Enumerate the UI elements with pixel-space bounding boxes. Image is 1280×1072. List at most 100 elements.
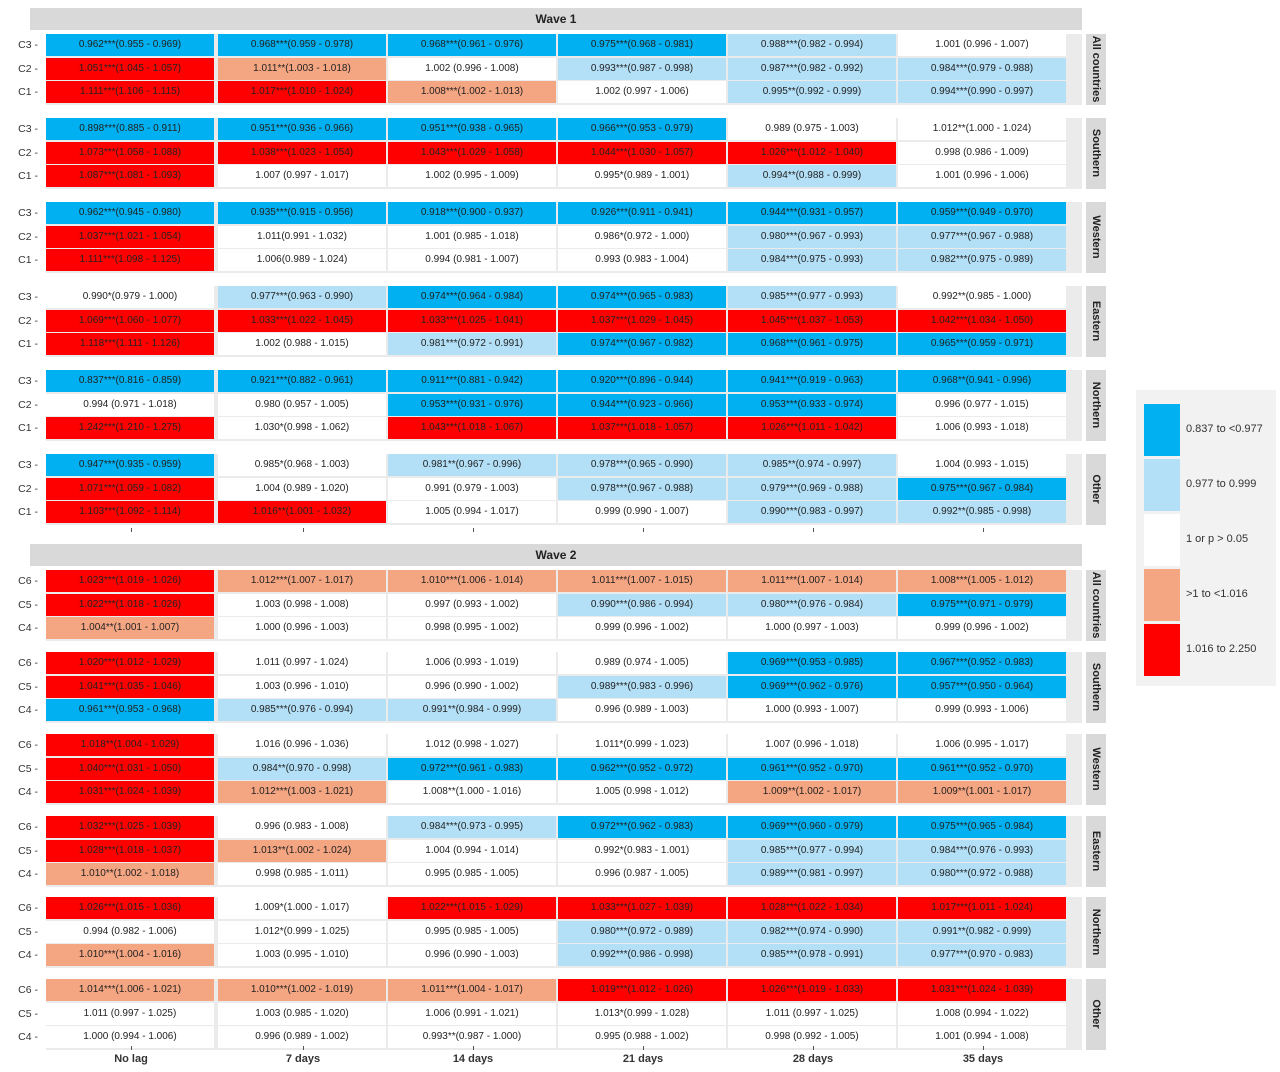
heatmap-cell: 1.011***(1.007 - 1.015) bbox=[558, 570, 726, 592]
heatmap-cell: 0.977***(0.970 - 0.983) bbox=[898, 944, 1066, 967]
heatmap-cell: 1.011**(1.003 - 1.018) bbox=[218, 57, 386, 80]
heatmap-cell: 0.972***(0.961 - 0.983) bbox=[388, 757, 556, 780]
legend-swatch bbox=[1144, 404, 1180, 456]
row-label: C1 - bbox=[18, 86, 38, 99]
row-label: C2 - bbox=[18, 62, 38, 75]
x-axis-label: No lag bbox=[114, 1053, 148, 1065]
heatmap-cell: 0.957***(0.950 - 0.964) bbox=[898, 675, 1066, 698]
heatmap-cell: 0.969***(0.962 - 0.976) bbox=[728, 675, 896, 698]
heatmap-cell: 1.011 (0.997 - 1.025) bbox=[728, 1002, 896, 1025]
heatmap-cell: 1.006 (0.993 - 1.018) bbox=[898, 417, 1066, 440]
region-label: Other bbox=[1090, 999, 1102, 1030]
heatmap-cell: 0.998 (0.985 - 1.011) bbox=[218, 863, 386, 886]
heatmap-cell: 0.984***(0.975 - 0.993) bbox=[728, 249, 896, 272]
region-label: All countries bbox=[1090, 36, 1102, 103]
heatmap-cell: 1.002 (0.995 - 1.009) bbox=[388, 165, 556, 188]
heatmap-cell: 1.007 (0.996 - 1.018) bbox=[728, 734, 896, 756]
heatmap-cell: 0.991 (0.979 - 1.003) bbox=[388, 477, 556, 500]
row-label: C5 - bbox=[18, 1007, 38, 1020]
region-strip: All countries bbox=[1086, 570, 1106, 641]
x-tick-mark bbox=[813, 528, 814, 532]
heatmap-cell: 1.020***(1.012 - 1.029) bbox=[46, 652, 214, 674]
heatmap-cell: 0.975***(0.968 - 0.981) bbox=[558, 34, 726, 56]
heatmap-cell: 1.051***(1.045 - 1.057) bbox=[46, 57, 214, 80]
legend-label: 1.016 to 2.250 bbox=[1186, 643, 1257, 655]
heatmap-cell: 1.012***(1.007 - 1.017) bbox=[218, 570, 386, 592]
region-strip: Southern bbox=[1086, 118, 1106, 189]
heatmap-cell: 0.996 (0.983 - 1.008) bbox=[218, 816, 386, 838]
heatmap-cell: 1.069***(1.060 - 1.077) bbox=[46, 309, 214, 332]
heatmap-cell: 0.944***(0.923 - 0.966) bbox=[558, 393, 726, 416]
legend-label: 0.837 to <0.977 bbox=[1186, 423, 1263, 435]
heatmap-cell: 1.043***(1.018 - 1.067) bbox=[388, 417, 556, 440]
row-label: C3 - bbox=[18, 39, 38, 51]
heatmap-cell: 0.977***(0.967 - 0.988) bbox=[898, 225, 1066, 248]
heatmap-cell: 0.975***(0.967 - 0.984) bbox=[898, 477, 1066, 500]
x-tick-mark bbox=[643, 528, 644, 532]
heatmap-cell: 0.991**(0.984 - 0.999) bbox=[388, 699, 556, 722]
heatmap-cell: 0.995**(0.992 - 0.999) bbox=[728, 81, 896, 104]
heatmap-cell: 0.977***(0.963 - 0.990) bbox=[218, 286, 386, 308]
heatmap-cell: 1.044***(1.030 - 1.057) bbox=[558, 141, 726, 164]
row-label: C5 - bbox=[18, 762, 38, 775]
heatmap-cell: 1.019***(1.012 - 1.026) bbox=[558, 979, 726, 1001]
heatmap-cell: 0.996 (0.990 - 1.003) bbox=[388, 944, 556, 967]
heatmap-cell: 1.022***(1.015 - 1.029) bbox=[388, 897, 556, 919]
heatmap-cell: 0.986*(0.972 - 1.000) bbox=[558, 225, 726, 248]
region-strip: All countries bbox=[1086, 34, 1106, 105]
row-label: C3 - bbox=[18, 459, 38, 471]
heatmap-cell: 0.951***(0.936 - 0.966) bbox=[218, 118, 386, 140]
region-strip: Western bbox=[1086, 734, 1106, 805]
row-label: C2 - bbox=[18, 314, 38, 327]
heatmap-cell: 1.010***(1.006 - 1.014) bbox=[388, 570, 556, 592]
row-label: C4 - bbox=[18, 704, 38, 717]
heatmap-cell: 1.037***(1.029 - 1.045) bbox=[558, 309, 726, 332]
heatmap-cell: 1.004 (0.993 - 1.015) bbox=[898, 454, 1066, 476]
heatmap-cell: 0.980***(0.976 - 0.984) bbox=[728, 593, 896, 616]
row-label: C6 - bbox=[18, 657, 38, 669]
row-label: C6 - bbox=[18, 902, 38, 914]
heatmap-cell: 1.001 (0.994 - 1.008) bbox=[898, 1026, 1066, 1049]
heatmap-cell: 1.002 (0.988 - 1.015) bbox=[218, 333, 386, 356]
heatmap-cell: 1.087***(1.081 - 1.093) bbox=[46, 165, 214, 188]
heatmap-cell: 1.073***(1.058 - 1.088) bbox=[46, 141, 214, 164]
heatmap-cell: 1.023***(1.019 - 1.026) bbox=[46, 570, 214, 592]
heatmap-cell: 1.013*(0.999 - 1.028) bbox=[558, 1002, 726, 1025]
heatmap-cell: 1.011 (0.997 - 1.025) bbox=[46, 1002, 214, 1025]
heatmap-cell: 0.941***(0.919 - 0.963) bbox=[728, 370, 896, 392]
region-strip: Western bbox=[1086, 202, 1106, 273]
heatmap-cell: 1.006(0.989 - 1.024) bbox=[218, 249, 386, 272]
heatmap-cell: 0.920***(0.896 - 0.944) bbox=[558, 370, 726, 392]
heatmap-cell: 1.003 (0.998 - 1.008) bbox=[218, 593, 386, 616]
x-axis-label: 21 days bbox=[622, 1053, 664, 1065]
heatmap-cell: 1.010**(1.002 - 1.018) bbox=[46, 863, 214, 886]
x-tick-mark bbox=[473, 528, 474, 532]
heatmap-cell: 0.990***(0.986 - 0.994) bbox=[558, 593, 726, 616]
heatmap-cell: 0.975***(0.971 - 0.979) bbox=[898, 593, 1066, 616]
legend-label: 0.977 to 0.999 bbox=[1186, 478, 1257, 490]
region-label: Other bbox=[1090, 474, 1102, 505]
heatmap-cell: 1.004**(1.001 - 1.007) bbox=[46, 617, 214, 640]
x-axis-label: 7 days bbox=[285, 1053, 321, 1065]
heatmap-cell: 1.012*(0.999 - 1.025) bbox=[218, 920, 386, 943]
heatmap-cell: 0.974***(0.964 - 0.984) bbox=[388, 286, 556, 308]
row-label: C5 - bbox=[18, 844, 38, 857]
heatmap-cell: 0.911***(0.881 - 0.942) bbox=[388, 370, 556, 392]
x-tick-mark bbox=[131, 1046, 132, 1050]
heatmap-cell: 0.989***(0.983 - 0.996) bbox=[558, 675, 726, 698]
heatmap-cell: 0.992*(0.983 - 1.001) bbox=[558, 839, 726, 862]
heatmap-cell: 0.978***(0.967 - 0.988) bbox=[558, 477, 726, 500]
row-label: C4 - bbox=[18, 622, 38, 635]
heatmap-cell: 1.003 (0.996 - 1.010) bbox=[218, 675, 386, 698]
heatmap-cell: 0.981***(0.972 - 0.991) bbox=[388, 333, 556, 356]
heatmap-cell: 1.033***(1.027 - 1.039) bbox=[558, 897, 726, 919]
heatmap-cell: 1.016 (0.996 - 1.036) bbox=[218, 734, 386, 756]
heatmap-cell: 1.026***(1.012 - 1.040) bbox=[728, 141, 896, 164]
heatmap-cell: 0.962***(0.945 - 0.980) bbox=[46, 202, 214, 224]
heatmap-cell: 0.990*(0.979 - 1.000) bbox=[46, 286, 214, 308]
heatmap-cell: 1.033***(1.022 - 1.045) bbox=[218, 309, 386, 332]
heatmap-cell: 0.999 (0.996 - 1.002) bbox=[898, 617, 1066, 640]
region-label: Northern bbox=[1090, 909, 1102, 956]
heatmap-cell: 0.994 (0.971 - 1.018) bbox=[46, 393, 214, 416]
row-label: C6 - bbox=[18, 984, 38, 996]
